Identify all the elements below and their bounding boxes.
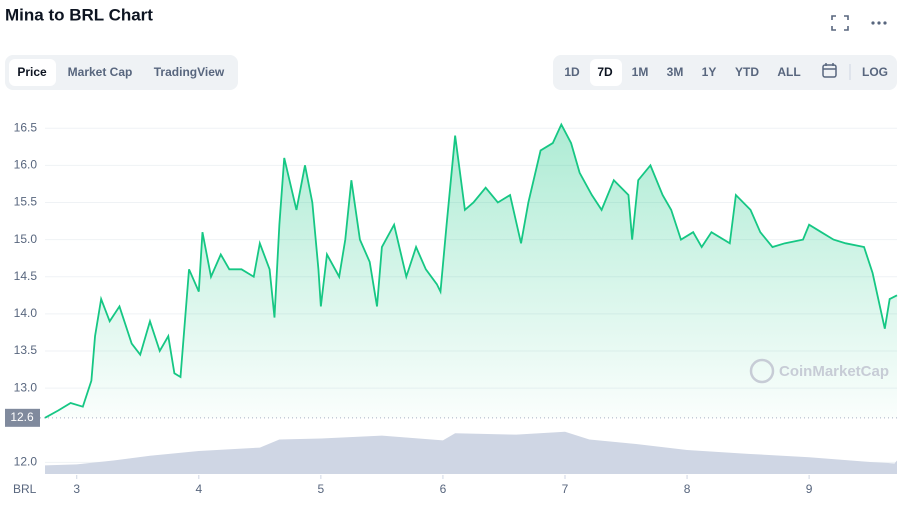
x-tick-label: 5 bbox=[318, 482, 325, 496]
x-tick-label: 7 bbox=[562, 482, 569, 496]
y-tick-label: 14.0 bbox=[14, 306, 38, 320]
range-button[interactable]: YTD bbox=[735, 65, 759, 79]
range-button[interactable]: 1D bbox=[564, 65, 580, 79]
range-button[interactable]: 3M bbox=[667, 65, 684, 79]
current-price-label: 12.6 bbox=[10, 410, 34, 424]
x-tick-label: 9 bbox=[806, 482, 813, 496]
watermark: CoinMarketCap bbox=[779, 363, 889, 380]
watermark-logo bbox=[749, 358, 775, 384]
log-button[interactable]: LOG bbox=[862, 65, 888, 79]
fullscreen-icon[interactable] bbox=[831, 15, 849, 31]
more-icon[interactable] bbox=[871, 21, 887, 25]
chart-title: Mina to BRL Chart bbox=[5, 5, 153, 24]
range-button[interactable]: 1Y bbox=[702, 65, 717, 79]
tab-button[interactable]: Price bbox=[17, 65, 47, 79]
currency-label: BRL bbox=[13, 482, 37, 496]
y-tick-label: 16.5 bbox=[14, 120, 38, 134]
price-area bbox=[45, 124, 897, 418]
tab-button[interactable]: Market Cap bbox=[68, 65, 133, 79]
x-tick-label: 4 bbox=[195, 482, 202, 496]
range-button[interactable]: 1M bbox=[632, 65, 649, 79]
y-tick-label: 15.5 bbox=[14, 195, 38, 209]
tab-selected bbox=[9, 59, 56, 86]
range-button[interactable]: 7D bbox=[597, 65, 613, 79]
range-group bbox=[553, 55, 897, 90]
x-tick-label: 3 bbox=[73, 482, 80, 496]
y-tick-label: 13.5 bbox=[14, 343, 38, 357]
volume-area bbox=[45, 431, 897, 474]
range-selected bbox=[590, 59, 622, 86]
x-tick-label: 8 bbox=[684, 482, 691, 496]
tab-button[interactable]: TradingView bbox=[154, 65, 225, 79]
y-tick-label: 15.0 bbox=[14, 232, 38, 246]
y-tick-label: 14.5 bbox=[14, 269, 38, 283]
y-tick-label: 16.0 bbox=[14, 158, 38, 172]
calendar-icon[interactable] bbox=[822, 63, 837, 78]
tab-group bbox=[5, 55, 238, 90]
range-button[interactable]: ALL bbox=[777, 65, 800, 79]
current-price-box bbox=[5, 408, 40, 427]
price-line bbox=[44, 122, 898, 419]
x-tick-label: 6 bbox=[440, 482, 447, 496]
y-tick-label: 13.0 bbox=[14, 380, 38, 394]
y-tick-label: 12.0 bbox=[14, 455, 38, 469]
